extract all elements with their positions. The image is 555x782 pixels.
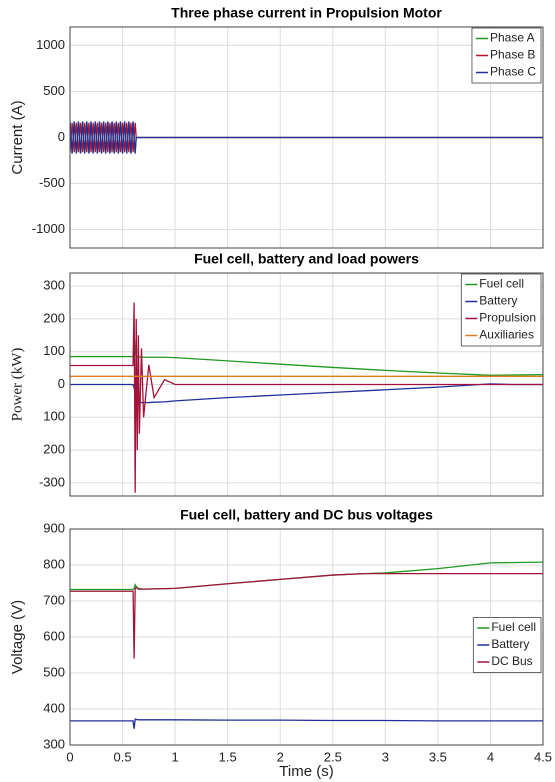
series-line — [70, 121, 543, 154]
legend-label: Phase B — [490, 48, 535, 62]
x-tick-label: 4 — [487, 749, 494, 764]
x-tick-label: 2.5 — [324, 749, 342, 764]
legend-label: Fuel cell — [479, 277, 524, 291]
legend-label: DC Bus — [491, 654, 532, 668]
y-tick-label: 0 — [58, 129, 65, 144]
series-line — [70, 302, 543, 493]
x-tick-label: 0 — [66, 749, 73, 764]
legend-label: Propulsion — [479, 311, 536, 325]
x-tick-label: 3.5 — [429, 749, 447, 764]
y-tick-label: 200 — [43, 442, 65, 457]
y-tick-label: 400 — [43, 700, 65, 715]
y-tick-label: 200 — [43, 310, 65, 325]
y-tick-label: 1000 — [36, 37, 65, 52]
y-tick-label: 700 — [43, 592, 65, 607]
legend: Phase A Phase B Phase C — [471, 27, 542, 84]
subplot-title: Fuel cell, battery and DC bus voltages — [180, 507, 433, 523]
y-tick-label: 500 — [43, 664, 65, 679]
x-tick-label: 4.5 — [534, 749, 552, 764]
series-line — [70, 572, 543, 659]
subplot: -1000 -500 0 500 1000 Three phase current in … — [9, 5, 544, 249]
legend: Fuel cell Battery DC Bus — [472, 617, 542, 673]
y-tick-label: 900 — [43, 520, 65, 535]
y-tick-label: 0 — [58, 376, 65, 391]
subplot: 0 0.5 1 1.5 2 2.5 3 3.5 4 4.5 300 400 500 600 700 800 90… — [9, 507, 552, 780]
axes-box — [69, 528, 544, 746]
y-tick-label: 600 — [43, 628, 65, 643]
y-tick-label: 800 — [43, 556, 65, 571]
legend-label: Phase A — [490, 31, 535, 45]
y-tick-label: -300 — [39, 474, 65, 489]
legend: Fuel cell Battery Propulsion Auxiliaries — [460, 273, 542, 347]
series-line — [70, 718, 543, 729]
x-tick-label: 1 — [171, 749, 178, 764]
legend-label: Auxiliaries — [479, 328, 534, 342]
axes-box — [69, 272, 544, 497]
y-tick-label: -500 — [39, 175, 65, 190]
legend-box — [460, 273, 542, 347]
x-tick-label: 2 — [277, 749, 284, 764]
axes-box — [69, 26, 544, 249]
x-axis-label: Time (s) — [279, 763, 333, 780]
y-tick-label: 100 — [43, 409, 65, 424]
legend-label: Battery — [491, 637, 529, 651]
y-axis-label: Power (kW) — [9, 348, 25, 422]
y-tick-label: -1000 — [32, 221, 65, 236]
x-tick-label: 3 — [382, 749, 389, 764]
subplot: -300 200 100 0 100 200 300 Fuel cell, battery a… — [9, 251, 544, 497]
legend-label: Phase C — [490, 65, 536, 79]
y-axis-label: Voltage (V) — [9, 600, 26, 674]
y-tick-label: 500 — [43, 83, 65, 98]
x-tick-label: 0.5 — [114, 749, 132, 764]
y-axis-label: Current (A) — [9, 100, 26, 174]
y-tick-label: 300 — [43, 278, 65, 293]
y-tick-label: 100 — [43, 343, 65, 358]
y-tick-label: 300 — [43, 736, 65, 751]
legend-label: Battery — [479, 294, 517, 308]
legend-label: Fuel cell — [491, 620, 536, 634]
x-tick-label: 1.5 — [219, 749, 237, 764]
subplot-title: Fuel cell, battery and load powers — [194, 251, 419, 267]
subplot-title: Three phase current in Propulsion Motor — [171, 5, 442, 21]
